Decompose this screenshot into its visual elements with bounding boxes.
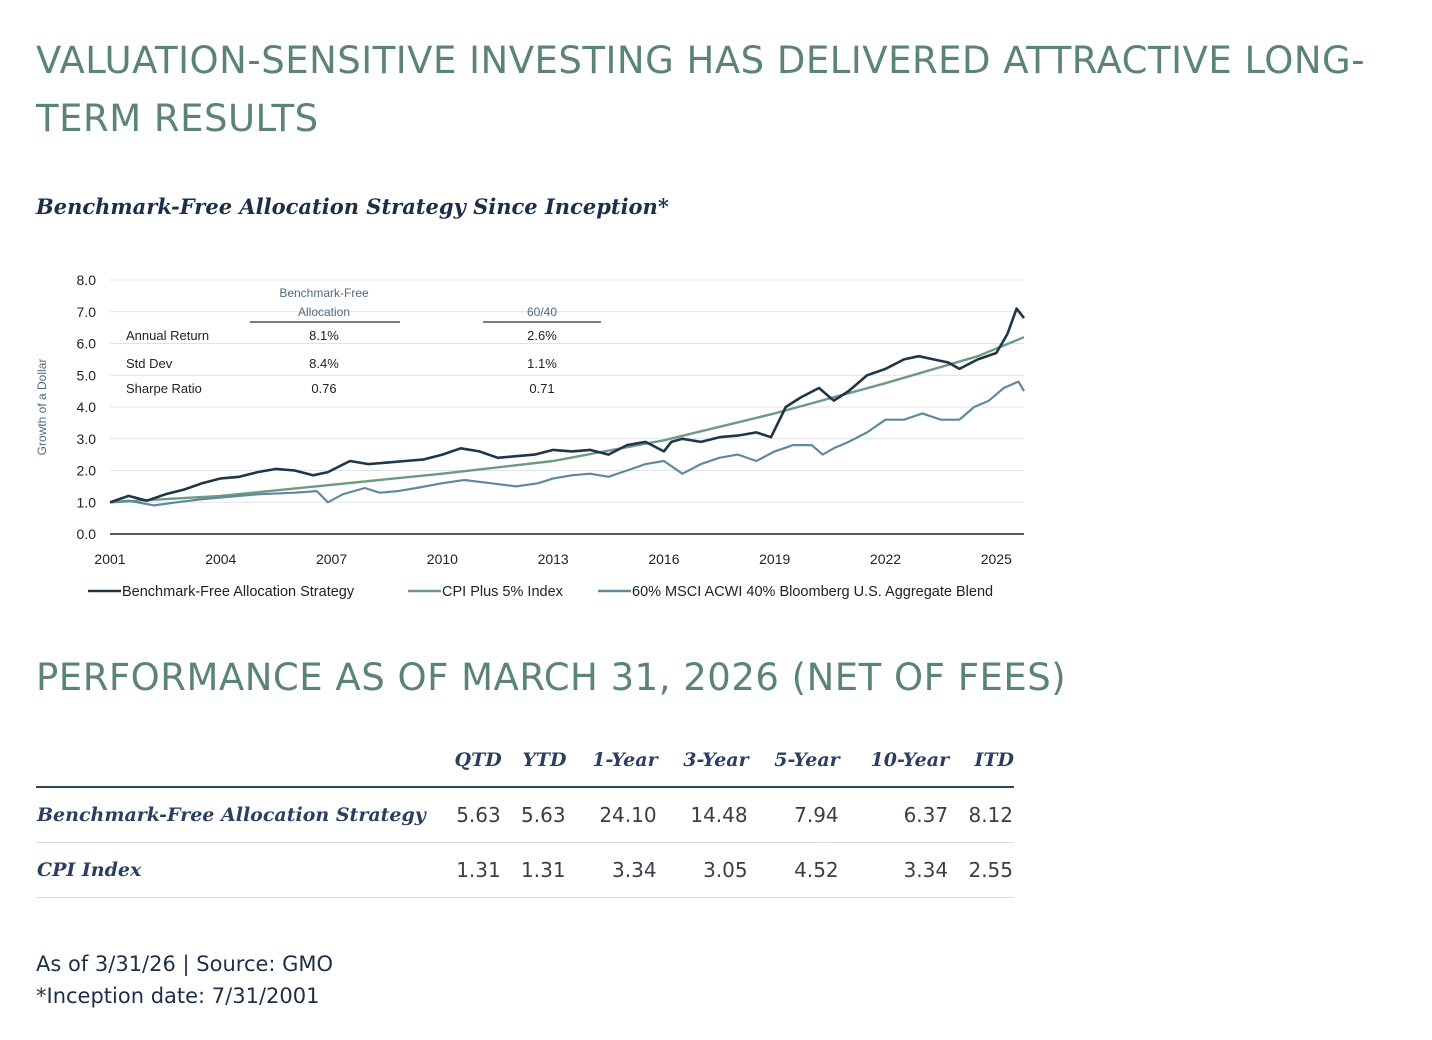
table-cell: 5.63	[436, 787, 502, 843]
chart-title: Benchmark-Free Allocation Strategy Since…	[36, 194, 669, 219]
x-tick-label: 2007	[316, 551, 347, 567]
stats-column-header: Benchmark-Free	[279, 286, 369, 300]
table-cell: 24.10	[566, 787, 658, 843]
table-cell: 7.94	[748, 787, 840, 843]
column-header: 3-Year	[657, 734, 749, 788]
table-cell: 2.55	[949, 842, 1014, 898]
column-header: QTD	[436, 734, 502, 788]
x-tick-label: 2001	[94, 551, 125, 567]
stats-column-header: Allocation	[298, 305, 350, 319]
column-header: 10-Year	[839, 734, 950, 788]
y-tick-label: 8.0	[77, 272, 97, 288]
footnotes: As of 3/31/26 | Source: GMO *Inception d…	[36, 948, 333, 1012]
stats-row-label: Annual Return	[126, 328, 209, 343]
column-header: ITD	[949, 734, 1014, 788]
legend-label: Benchmark-Free Allocation Strategy	[122, 584, 355, 600]
y-tick-label: 5.0	[77, 367, 97, 383]
stats-value: 2.6%	[527, 328, 557, 343]
table-cell: 4.52	[748, 842, 840, 898]
y-tick-label: 0.0	[77, 526, 97, 542]
table-row: CPI Index 1.31 1.31 3.34 3.05 4.52 3.34 …	[36, 842, 1014, 898]
performance-table: QTD YTD 1-Year 3-Year 5-Year 10-Year ITD…	[36, 734, 1014, 898]
table-cell: 1.31	[501, 842, 567, 898]
growth-chart: 0.0 1.0 2.0 3.0 4.0 5.0 6.0 7.0 8.0 2001 2004 2007 2…	[35, 272, 1026, 600]
column-header: YTD	[501, 734, 567, 788]
stats-value: 1.1%	[527, 356, 557, 371]
series-line	[109, 336, 1025, 504]
table-cell: 5.63	[501, 787, 567, 843]
stats-value: 0.71	[529, 381, 554, 396]
x-tick-label: 2025	[981, 551, 1012, 567]
x-tick-label: 2010	[427, 551, 458, 567]
column-header: 1-Year	[566, 734, 658, 788]
series-line	[109, 380, 1025, 507]
series-line	[109, 307, 1026, 504]
table-cell: 3.34	[566, 842, 658, 898]
table-cell: 14.48	[657, 787, 749, 843]
y-tick-label: 3.0	[77, 431, 97, 447]
y-tick-label: 1.0	[77, 494, 97, 510]
stats-row-label: Std Dev	[126, 356, 173, 371]
y-tick-label: 6.0	[77, 336, 97, 352]
table-cell: 8.12	[949, 787, 1014, 843]
x-tick-label: 2019	[759, 551, 790, 567]
legend-label: 60% MSCI ACWI 40% Bloomberg U.S. Aggrega…	[632, 584, 993, 600]
y-axis-label: Growth of a Dollar	[35, 359, 49, 456]
table-cell: 3.34	[839, 842, 950, 898]
performance-title: PERFORMANCE AS OF MARCH 31, 2026 (NET OF…	[36, 656, 1067, 699]
y-tick-label: 2.0	[77, 463, 97, 479]
x-tick-label: 2013	[538, 551, 569, 567]
y-tick-label: 4.0	[77, 399, 97, 415]
column-header: 5-Year	[748, 734, 840, 788]
row-name: CPI Index	[36, 842, 436, 898]
stats-value: 8.1%	[309, 328, 339, 343]
table-cell: 1.31	[436, 842, 502, 898]
x-tick-label: 2016	[648, 551, 679, 567]
table-row: Benchmark-Free Allocation Strategy 5.63 …	[36, 787, 1014, 843]
page-title: VALUATION-SENSITIVE INVESTING HAS DELIVE…	[36, 39, 1366, 140]
stats-row-label: Sharpe Ratio	[126, 381, 202, 396]
table-cell: 6.37	[839, 787, 950, 843]
stats-value: 8.4%	[309, 356, 339, 371]
performance-header-name	[36, 734, 436, 788]
inception-note: *Inception date: 7/31/2001	[36, 984, 320, 1008]
stats-column-header: 60/40	[527, 305, 557, 319]
source-note: As of 3/31/26 | Source: GMO	[36, 952, 334, 976]
row-name: Benchmark-Free Allocation Strategy	[36, 787, 436, 843]
x-tick-label: 2022	[870, 551, 901, 567]
y-tick-label: 7.0	[77, 304, 97, 320]
performance-header-row: QTD YTD 1-Year 3-Year 5-Year 10-Year ITD	[36, 734, 1014, 788]
stats-value: 0.76	[311, 381, 336, 396]
legend-label: CPI Plus 5% Index	[442, 584, 564, 600]
table-cell: 3.05	[657, 842, 749, 898]
x-tick-label: 2004	[205, 551, 236, 567]
